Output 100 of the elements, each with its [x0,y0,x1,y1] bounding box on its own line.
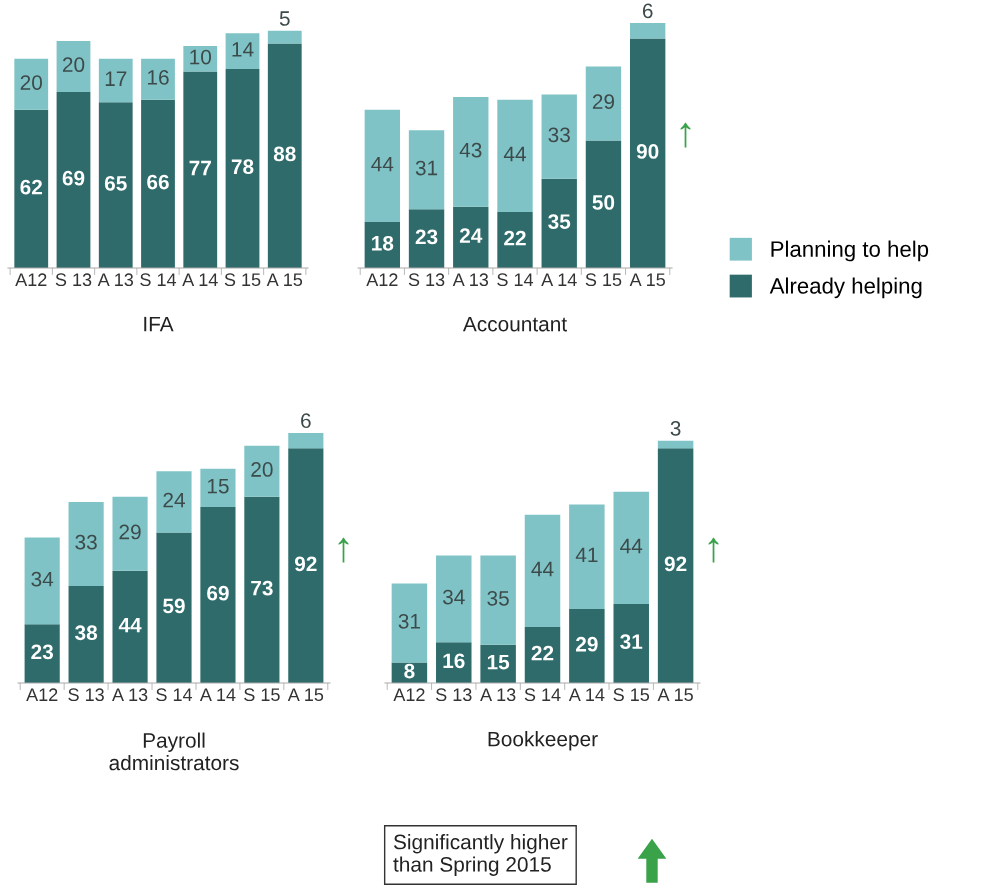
data-label: 10 [190,49,212,65]
x-tick-label: S 15 [613,688,650,702]
x-tick-label: A 13 [452,273,489,287]
bar [24,537,60,625]
bar [112,496,148,571]
bar [629,23,666,39]
x-tick-label: A 14 [568,688,605,701]
bar [14,109,49,268]
bar [244,496,280,683]
x-tick-label: A 13 [112,688,148,702]
x-tick-label: A 13 [480,688,516,702]
x-tick-label: A 15 [657,688,693,702]
bar [56,40,91,92]
data-label: 33 [548,127,570,143]
bar [200,506,236,683]
data-label: 65 [104,175,127,191]
bar [98,102,133,268]
bar [288,433,324,449]
bar [14,58,49,110]
x-tick-label: A12 [26,688,58,701]
x-tick-label: A12 [15,273,47,286]
x-tick-label: A 15 [266,273,303,287]
data-label: 35 [487,590,509,606]
data-label: 44 [531,561,554,577]
bar [183,71,218,268]
data-label: 69 [62,170,85,186]
x-tick-label: S 13 [408,273,445,287]
x-tick-label: A12 [393,688,425,701]
data-label: 20 [62,57,85,73]
x-tick-label: S 15 [585,273,622,287]
data-label: 22 [504,230,526,246]
x-tick-label: S 14 [497,273,534,287]
x-tick-label: S 13 [436,688,472,702]
data-label: 24 [459,228,483,243]
bar [480,555,516,645]
bar [629,38,666,268]
x-tick-label: S 13 [68,688,104,702]
x-tick-label: A 14 [541,273,577,286]
bar [585,140,622,268]
data-label: 43 [459,142,482,158]
x-tick-label: A 15 [287,688,324,702]
data-label: 5 [279,11,290,26]
data-label: 88 [273,146,296,162]
legend-label: Already helping [769,277,922,299]
data-label: 44 [371,157,394,172]
data-label: 24 [163,492,185,508]
data-label: 18 [372,235,394,251]
bar [585,66,622,141]
data-label: 31 [398,613,420,629]
data-label: 29 [592,94,615,110]
data-label: 17 [105,71,127,86]
bar [156,471,192,533]
bar [657,448,694,683]
bar [541,178,577,268]
bar [141,99,175,268]
data-label: 3 [670,421,681,436]
data-label: 38 [75,625,98,641]
x-tick-label: A12 [366,273,398,286]
data-label: 6 [642,3,653,19]
data-label: 31 [620,634,643,650]
data-label: 44 [503,146,526,162]
bar [112,570,148,683]
data-label: 16 [148,70,169,85]
data-label: 92 [294,556,317,572]
data-label: 90 [636,144,659,159]
data-label: 6 [301,413,311,429]
data-label: 14 [232,42,254,57]
data-label: 66 [147,174,169,190]
data-label: 41 [575,547,598,563]
bar [657,440,694,449]
data-label: 92 [664,556,687,572]
data-label: 23 [31,644,53,660]
bar [408,130,445,210]
bar [436,555,472,643]
bar [613,603,649,683]
text: IFA [144,316,174,332]
bar [183,46,218,72]
bar [497,211,533,268]
bar [267,30,302,44]
bar [24,624,60,683]
data-label: 34 [442,589,465,605]
text: Bookkeeper [488,731,598,751]
bar [569,609,605,683]
data-label: 29 [119,524,141,540]
data-label: 44 [620,538,643,554]
x-tick-label: S 15 [244,688,280,702]
bar [225,69,260,268]
bar [408,209,445,268]
bar [391,583,428,663]
bar [244,445,280,497]
data-label: 33 [75,534,97,550]
bar [56,91,91,268]
legend-label: Planning to help [771,240,929,262]
x-tick-label: A 13 [97,273,134,287]
x-tick-label: S 14 [524,688,561,702]
data-label: 16 [443,653,465,669]
data-label: 78 [231,159,254,175]
text: Payroll administrators [109,732,239,771]
bar [613,491,649,604]
data-label: 73 [251,580,273,596]
